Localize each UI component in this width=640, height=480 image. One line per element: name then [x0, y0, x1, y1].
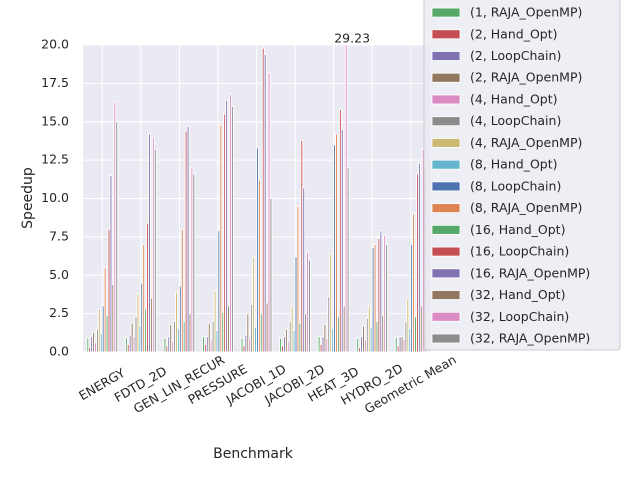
legend-swatch — [431, 94, 461, 105]
legend-swatch — [431, 311, 461, 322]
bar — [180, 228, 184, 352]
bar — [240, 337, 244, 352]
legend-label: (1, RAJA_OpenMP) — [470, 5, 582, 20]
bar — [92, 331, 96, 352]
bar — [346, 167, 350, 352]
bar — [302, 187, 306, 352]
bar — [142, 244, 146, 352]
legend-swatch — [431, 224, 461, 235]
legend-swatch — [431, 29, 461, 40]
bar — [296, 205, 300, 352]
legend-swatch — [431, 181, 461, 192]
legend-label: (32, Hand_Opt) — [470, 287, 565, 302]
y-tick-label: 0.0 — [49, 344, 69, 359]
legend-label: (8, LoopChain) — [470, 178, 561, 193]
bar — [86, 337, 90, 352]
bar — [308, 259, 311, 352]
bar — [284, 328, 288, 352]
bar — [153, 148, 157, 352]
bar — [279, 337, 283, 352]
bar — [169, 323, 173, 352]
legend-label: (8, RAJA_OpenMP) — [470, 200, 582, 215]
legend-label: (16, LoopChain) — [470, 244, 569, 259]
legend-swatch — [431, 51, 461, 61]
legend-box — [423, 0, 621, 351]
legend-label: (4, LoopChain) — [470, 113, 561, 128]
legend-swatch — [431, 72, 461, 83]
legend-swatch — [431, 268, 461, 279]
bar — [207, 322, 211, 352]
legend-label: (4, Hand_Opt) — [470, 91, 558, 106]
bar — [252, 256, 256, 352]
legend-label: (2, RAJA_OpenMP) — [470, 70, 582, 85]
value-label: 29.23 — [334, 31, 370, 46]
bar — [269, 198, 273, 352]
bar — [225, 99, 229, 352]
y-tick-label: 10.0 — [41, 190, 69, 205]
bar — [192, 173, 196, 352]
legend-label: (2, LoopChain) — [470, 48, 561, 63]
legend-label: (8, Hand_Opt) — [470, 157, 558, 172]
bar — [175, 291, 178, 352]
bar — [109, 174, 113, 352]
legend-label: (16, RAJA_OpenMP) — [470, 265, 590, 280]
legend: (1, RAJA_OpenMP) (2, Hand_Opt) (2, LoopCha… — [423, 0, 621, 351]
bar — [230, 105, 234, 352]
bar — [263, 53, 267, 352]
bar — [335, 133, 338, 352]
y-tick-label: 5.0 — [49, 267, 69, 282]
y-tick-label: 2.5 — [49, 305, 69, 320]
bar — [97, 308, 101, 352]
bars — [86, 45, 427, 352]
bar — [379, 230, 383, 352]
bar — [148, 133, 151, 352]
legend-swatch — [431, 138, 461, 148]
y-tick-label: 17.5 — [41, 75, 69, 90]
legend-swatch — [431, 203, 461, 214]
bar — [385, 244, 389, 352]
bar — [344, 45, 348, 352]
bar — [417, 162, 421, 352]
legend-label: (32, RAJA_OpenMP) — [470, 331, 590, 346]
y-tick-label: 12.5 — [41, 152, 69, 167]
legend-swatch — [431, 246, 461, 257]
legend-swatch — [431, 333, 461, 344]
bar — [163, 337, 167, 352]
y-tick-label: 20.0 — [41, 37, 69, 52]
bar — [356, 337, 360, 352]
legend-swatch — [431, 159, 461, 170]
legend-label: (16, Hand_Opt) — [470, 222, 565, 237]
y-tick-label: 7.5 — [49, 228, 69, 243]
bar — [186, 125, 190, 352]
bar — [412, 213, 416, 352]
bar — [219, 124, 223, 352]
legend-label: (4, RAJA_OpenMP) — [470, 135, 582, 150]
bar — [115, 121, 119, 352]
legend-label: (2, Hand_Opt) — [470, 26, 558, 41]
bar — [290, 305, 294, 352]
bar — [406, 297, 410, 352]
bar — [213, 290, 217, 352]
y-axis-label: Speedup — [20, 167, 36, 229]
x-axis-label: Benchmark — [213, 446, 294, 462]
bar — [362, 325, 365, 352]
bar — [257, 179, 261, 352]
bar — [340, 128, 344, 352]
bar — [394, 336, 398, 352]
bar — [373, 244, 377, 352]
legend-swatch — [431, 7, 461, 18]
y-tick-label: 15.0 — [41, 113, 69, 128]
bar — [246, 313, 250, 352]
bar — [136, 293, 140, 352]
legend-swatch — [431, 116, 461, 127]
legend-label: (32, LoopChain) — [470, 309, 569, 324]
bar — [103, 267, 107, 352]
bar — [329, 253, 333, 352]
legend-swatch — [431, 290, 461, 300]
